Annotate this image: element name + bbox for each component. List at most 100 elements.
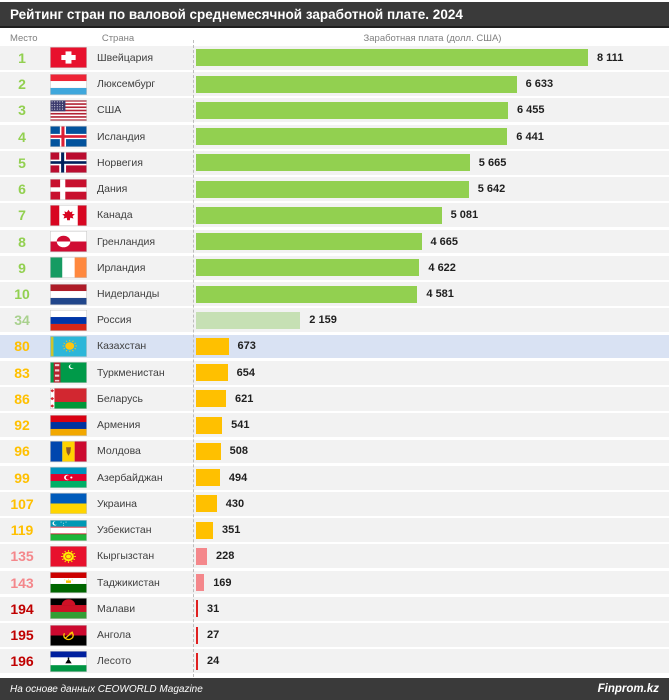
country-name: Беларусь	[97, 392, 143, 405]
salary-value: 24	[207, 655, 220, 668]
salary-value: 2 159	[309, 314, 337, 327]
flag-iceland-icon	[50, 126, 87, 148]
salary-value: 6 633	[525, 78, 554, 91]
flag-canada-icon	[50, 204, 87, 226]
salary-value: 4 581	[426, 288, 454, 300]
country-row: 83 Туркменистан 654	[0, 360, 669, 385]
flag-azerbaijan-icon	[50, 467, 87, 489]
country-row: 2 Люксембург 6 633	[0, 72, 669, 97]
rank-number: 83	[14, 364, 30, 381]
flag-switzerland-icon	[50, 47, 87, 69]
rank-number: 4	[18, 128, 26, 145]
salary-bar	[196, 101, 508, 119]
rank-number: 8	[18, 233, 26, 250]
column-header-rank: Место	[10, 33, 38, 44]
flag-russia-icon	[50, 309, 87, 331]
flag-lesotho-icon	[50, 650, 87, 672]
salary-value: 5 642	[477, 183, 506, 196]
salary-bar	[196, 233, 422, 251]
rank-number: 7	[18, 207, 26, 224]
country-name: Ирландия	[97, 261, 146, 274]
country-row: 143 Таджикистан 169	[0, 570, 669, 595]
rank-number: 1	[18, 49, 26, 66]
country-name: Таджикистан	[97, 576, 160, 589]
rank-number: 143	[10, 574, 34, 591]
country-row: 3 США 6 455	[0, 98, 669, 123]
flag-norway-icon	[50, 152, 87, 174]
salary-value: 8 111	[597, 51, 624, 64]
country-row: 34 Россия 2 159	[0, 308, 669, 333]
country-row: 8 Гренландия 4 665	[0, 229, 669, 254]
rank-number: 107	[10, 495, 34, 512]
country-name: США	[97, 104, 122, 117]
flag-usa-icon	[50, 99, 87, 121]
salary-bar	[196, 416, 223, 434]
flag-moldova-icon	[50, 440, 87, 462]
brand-logo: Finprom.kz	[597, 683, 659, 695]
page-title: Рейтинг стран по валовой среднемесячной …	[0, 2, 669, 28]
rank-number: 119	[10, 522, 34, 539]
salary-value: 494	[228, 471, 248, 484]
salary-bar	[196, 364, 228, 382]
flag-ukraine-icon	[50, 493, 87, 515]
rank-number: 2	[18, 76, 26, 93]
salary-value: 673	[237, 340, 256, 353]
salary-bar	[196, 75, 517, 93]
rank-number: 86	[14, 390, 30, 407]
country-row: 135 Кыргызстан 228	[0, 544, 669, 569]
country-row: 86 Беларусь 621	[0, 387, 669, 411]
country-name: Канада	[97, 209, 133, 222]
column-headers: Место Страна Заработная плата (долл. США…	[0, 30, 669, 46]
country-name: Люксембург	[97, 78, 156, 91]
salary-bar	[196, 128, 508, 146]
flag-uzbekistan-icon	[50, 519, 87, 541]
rank-number: 3	[18, 102, 26, 119]
rank-number: 96	[14, 443, 30, 460]
salary-value: 27	[207, 629, 220, 642]
salary-bar	[196, 390, 226, 408]
rank-number: 99	[14, 469, 30, 486]
salary-value: 228	[216, 550, 235, 563]
country-name: Армения	[97, 419, 141, 432]
salary-bar	[196, 442, 221, 460]
country-name: Кыргызстан	[97, 550, 155, 563]
country-row: 92 Армения 541	[0, 413, 669, 438]
country-name: Узбекистан	[97, 524, 152, 537]
country-row: 96 Молдова 508	[0, 439, 669, 464]
rank-number: 135	[10, 548, 34, 565]
rank-number: 6	[18, 181, 26, 198]
country-row-highlighted: 80 Казахстан 673	[0, 334, 669, 359]
country-name: Гренландия	[97, 235, 156, 248]
salary-value: 5 081	[450, 209, 479, 222]
flag-tajikistan-icon	[50, 572, 87, 594]
country-name: Туркменистан	[97, 366, 165, 379]
flag-greenland-icon	[50, 231, 87, 253]
country-row: 5 Норвегия 5 665	[0, 150, 669, 175]
salary-value: 4 665	[430, 235, 459, 248]
country-row: 194 Малави 31	[0, 596, 669, 621]
country-row: 4 Исландия 6 441	[0, 124, 669, 149]
column-header-salary: Заработная плата (долл. США)	[363, 33, 502, 44]
country-row: 119 Узбекистан 351	[0, 518, 669, 543]
rank-number: 5	[18, 154, 26, 171]
salary-bar	[196, 626, 198, 644]
salary-bar	[196, 154, 470, 172]
flag-kazakhstan-icon	[50, 335, 87, 357]
country-name: Украина	[97, 497, 137, 510]
salary-bar	[196, 285, 418, 303]
salary-bar	[196, 469, 220, 487]
rank-number: 194	[10, 600, 34, 617]
country-name: Азербайджан	[97, 471, 163, 484]
salary-value: 621	[235, 392, 254, 405]
column-header-country: Страна	[101, 33, 135, 44]
salary-bar	[196, 259, 420, 277]
country-name: Исландия	[97, 130, 146, 143]
country-row: 9 Ирландия 4 622	[0, 255, 669, 280]
country-row: 195 Ангола 27	[0, 623, 669, 647]
salary-value: 6 441	[516, 130, 544, 143]
country-row: 1 Швейцария 8 111	[0, 46, 669, 70]
rank-number: 34	[14, 312, 30, 329]
country-name: Лесото	[97, 655, 132, 668]
salary-bar	[196, 547, 207, 565]
ranking-table: 1 Швейцария 8 111 2 Люксембург 6 633 3 США 6 455…	[0, 46, 669, 676]
